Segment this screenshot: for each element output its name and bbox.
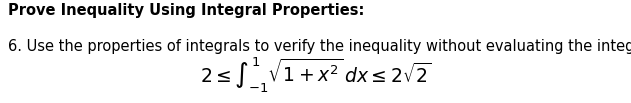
Text: 6. Use the properties of integrals to verify the inequality without evaluating t: 6. Use the properties of integrals to ve… [8, 39, 631, 54]
Text: $2 \leq \int_{-1}^{1} \sqrt{1+x^2}\, dx \leq 2\sqrt{2}$: $2 \leq \int_{-1}^{1} \sqrt{1+x^2}\, dx … [199, 55, 432, 95]
Text: Prove Inequality Using Integral Properties:: Prove Inequality Using Integral Properti… [8, 3, 365, 18]
